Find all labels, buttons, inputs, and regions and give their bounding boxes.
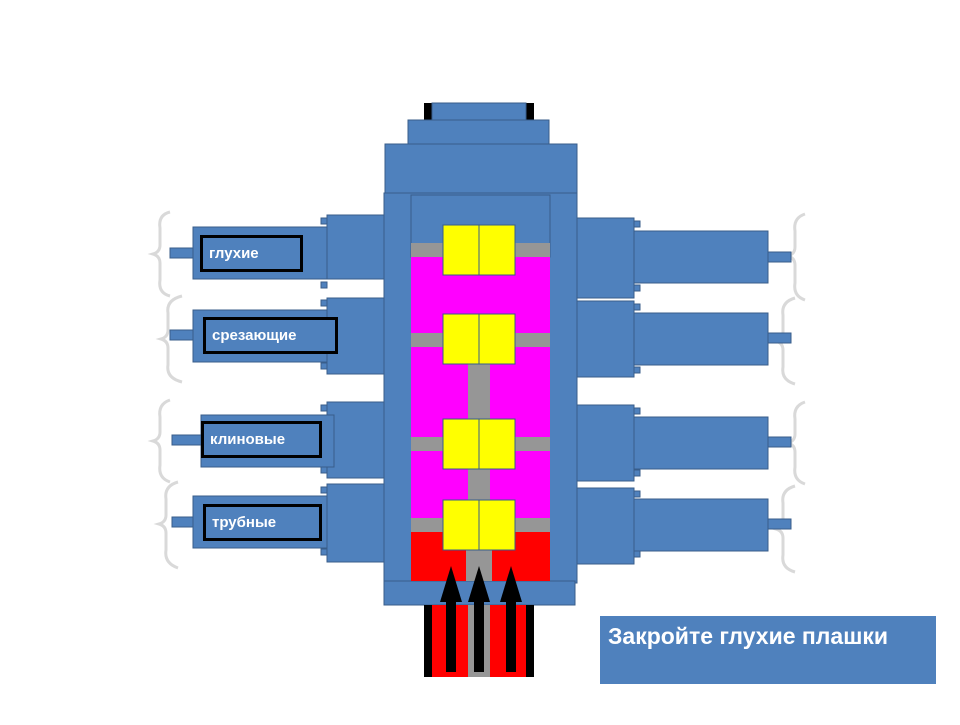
left-bonnet-2-nub-top [320, 299, 328, 307]
right-bonnet-4-nub-top [633, 490, 641, 498]
right-bonnet-4 [576, 487, 635, 565]
left-bonnet-1 [326, 214, 385, 280]
blind-ram-right [478, 224, 516, 276]
instruction-caption: Закройте глухие плашки [600, 616, 936, 684]
left-rod-3 [171, 434, 202, 446]
left-brackets [147, 210, 183, 570]
top-cap [384, 102, 578, 195]
left-bonnet-1-nub-bot [320, 281, 328, 289]
right-cylinder-1 [633, 230, 769, 284]
right-bonnet-3 [576, 404, 635, 482]
blind-ram-left [442, 224, 480, 276]
pressure-arrow-left [440, 566, 462, 672]
bracket-left-1 [147, 210, 171, 298]
right-rod-1 [767, 251, 792, 263]
right-bonnet-2-nub-bot [633, 366, 641, 374]
bracket-left-2 [155, 294, 183, 384]
left-rod-1 [169, 247, 194, 259]
pressure-arrow-center [468, 566, 490, 672]
pipe-ram-right [478, 499, 516, 551]
pipe-ram-left [442, 499, 480, 551]
center-rod-lower [468, 468, 490, 500]
right-rod-2 [767, 332, 792, 344]
top-flange [407, 119, 550, 146]
wedge-ram-left [442, 418, 480, 470]
right-actuators [576, 217, 792, 565]
wedge-ram-right [478, 418, 516, 470]
left-bonnet-4 [326, 483, 385, 563]
right-bonnet-4-nub-bot [633, 550, 641, 558]
left-bonnet-4-nub-bot [320, 548, 328, 556]
left-rod-4 [171, 516, 194, 528]
right-bonnet-2 [576, 300, 635, 378]
right-bonnet-3-nub-top [633, 407, 641, 415]
label-pipe-rams: трубные [203, 504, 322, 541]
right-cylinder-2 [633, 312, 769, 366]
shear-ram-right [478, 313, 516, 365]
bracket-left-3 [147, 398, 171, 484]
right-cylinder-3 [633, 416, 769, 470]
right-bonnet-1 [576, 217, 635, 299]
right-bonnet-1-nub-bot [633, 284, 641, 292]
right-bonnet-2-nub-top [633, 303, 641, 311]
left-rod-2 [169, 329, 194, 341]
left-bonnet-2-nub-bot [320, 362, 328, 370]
left-bonnet-3-nub-top [320, 404, 328, 412]
right-bonnet-3-nub-bot [633, 469, 641, 477]
left-bonnet-1-nub-top [320, 217, 328, 225]
right-rod-4 [767, 518, 792, 530]
right-bonnet-1-nub-top [633, 220, 641, 228]
right-rod-3 [767, 436, 792, 448]
left-bonnet-3 [326, 401, 385, 479]
label-shear-rams: срезающие [203, 317, 338, 354]
top-head [384, 143, 578, 195]
ram-blocks [442, 224, 516, 551]
pressure-arrows [440, 566, 522, 672]
shear-ram-left [442, 313, 480, 365]
right-cylinder-4 [633, 498, 769, 552]
pressure-arrow-right [500, 566, 522, 672]
left-bonnet-4-nub-top [320, 486, 328, 494]
bracket-left-4 [153, 480, 179, 570]
label-blind-rams: глухие [200, 235, 303, 272]
right-brackets [770, 212, 806, 574]
label-wedge-rams: клиновые [201, 421, 322, 458]
left-bonnet-3-nub-bot [320, 466, 328, 474]
